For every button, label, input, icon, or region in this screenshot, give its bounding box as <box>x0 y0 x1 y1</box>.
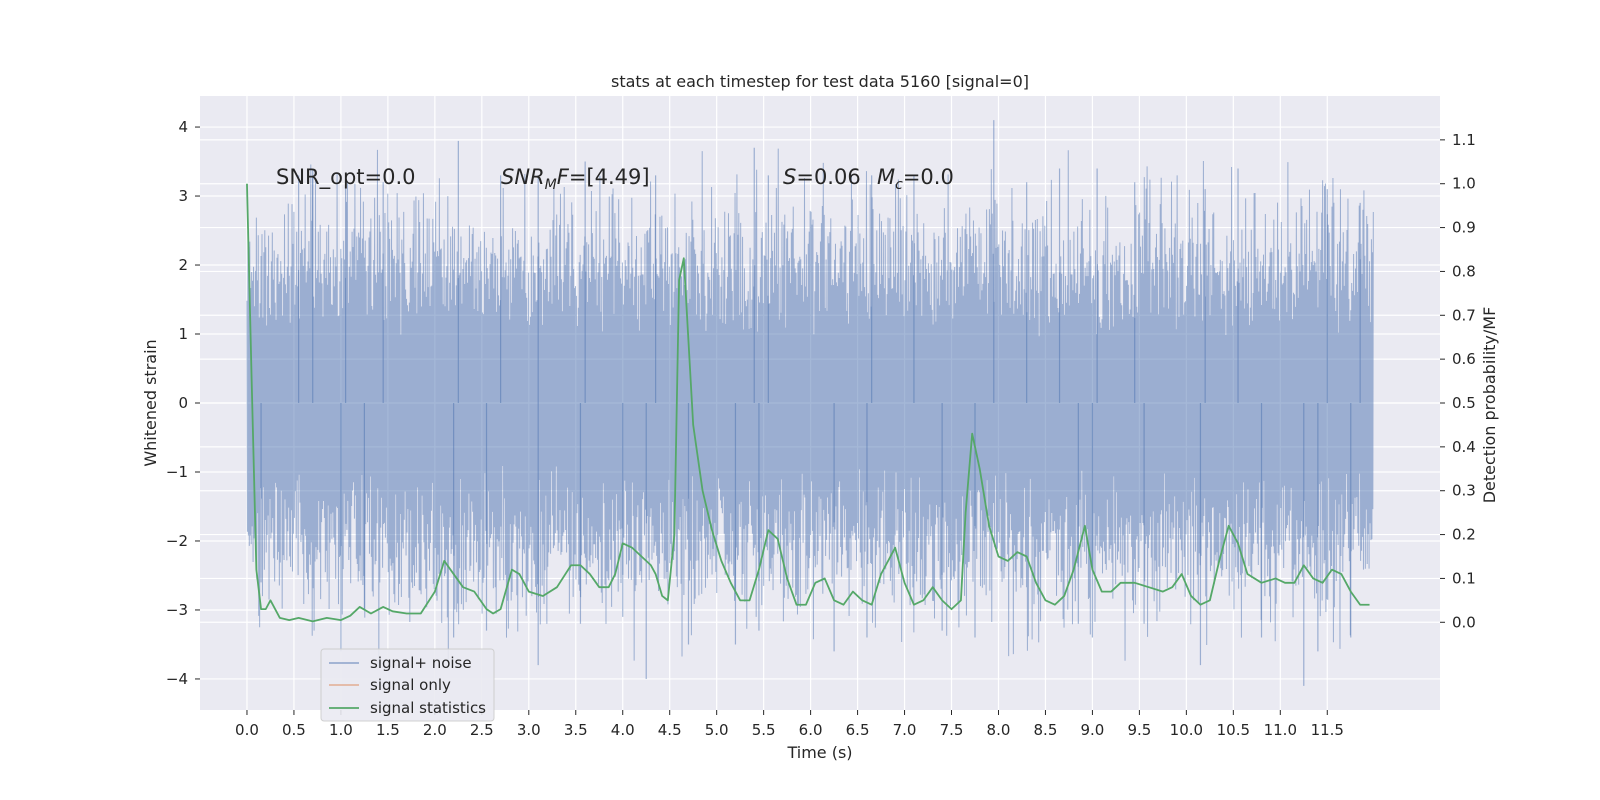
legend-label-signal-statistics: signal statistics <box>370 699 486 717</box>
x-tick-label: 8.5 <box>1034 721 1058 739</box>
x-axis-label: Time (s) <box>786 743 852 762</box>
y-tick-label: 1 <box>178 325 188 343</box>
series-signal-statistics <box>246 183 1370 623</box>
y-right-tick-label: 0.9 <box>1452 219 1476 237</box>
x-tick-label: 7.0 <box>893 721 917 739</box>
legend-box <box>320 648 495 722</box>
annotation-snr-opt: SNR_opt=0.0 <box>276 165 416 190</box>
y-right-tick-label: 0.2 <box>1452 526 1476 544</box>
x-tick-label: 11.5 <box>1311 721 1344 739</box>
y-axis-label: Whitened strain <box>141 339 160 466</box>
annotation-snr-mf: SNRMF=[4.49] <box>501 165 650 193</box>
y-right-tick-label: 0.7 <box>1452 306 1476 324</box>
x-tick-label: 6.5 <box>846 721 870 739</box>
y-tick-label: −1 <box>166 463 188 481</box>
x-tick-label: 5.0 <box>705 721 729 739</box>
x-tick-label: 4.5 <box>658 721 682 739</box>
legend: signal+ noise signal only signal statist… <box>320 648 495 722</box>
y-axis-ticks: −4 −3 −2 −1 0 1 2 3 4 <box>166 118 200 688</box>
x-tick-label: 4.0 <box>611 721 635 739</box>
snr-mf-value: =[4.49] <box>569 165 650 189</box>
x-tick-label: 0.0 <box>235 721 259 739</box>
y-right-tick-label: 0.5 <box>1452 394 1476 412</box>
x-tick-label: 6.0 <box>799 721 823 739</box>
y-right-tick-label: 0.4 <box>1452 438 1476 456</box>
legend-label-signal-only: signal only <box>370 676 451 694</box>
x-tick-label: 9.0 <box>1080 721 1104 739</box>
chart-title: stats at each timestep for test data 516… <box>611 72 1029 91</box>
x-tick-label: 3.5 <box>564 721 588 739</box>
y-tick-label: −3 <box>166 601 188 619</box>
x-axis-ticks: 0.0 0.5 1.0 1.5 2.0 2.5 3.0 3.5 4.0 4.5 5.0 5.5 6.0 6… <box>235 710 1344 739</box>
x-tick-label: 0.5 <box>282 721 306 739</box>
y-tick-label: 0 <box>178 394 188 412</box>
x-tick-label: 10.0 <box>1170 721 1203 739</box>
y-tick-label: −4 <box>166 670 188 688</box>
y-tick-label: 4 <box>178 118 188 136</box>
x-tick-label: 9.5 <box>1127 721 1151 739</box>
y-right-tick-label: 0.8 <box>1452 262 1476 280</box>
legend-label-signal-noise: signal+ noise <box>370 654 472 672</box>
x-tick-label: 5.5 <box>752 721 776 739</box>
x-tick-label: 1.0 <box>329 721 353 739</box>
annotation-s: S=0.06 <box>783 165 861 189</box>
y-right-tick-label: 0.6 <box>1452 350 1476 368</box>
x-tick-label: 11.0 <box>1264 721 1297 739</box>
y-right-axis-ticks: 0.0 0.1 0.2 0.3 0.4 0.5 0.6 0.7 0.8 0.9 1.0 1.1 <box>1440 131 1476 631</box>
x-tick-label: 3.0 <box>517 721 541 739</box>
y-right-tick-label: 0.0 <box>1452 613 1476 631</box>
annotation-mc: Mc=0.0 <box>877 165 954 193</box>
y-right-tick-label: 0.1 <box>1452 569 1476 587</box>
x-tick-label: 10.5 <box>1217 721 1250 739</box>
noise-band <box>246 148 1374 668</box>
y-tick-label: 2 <box>178 256 188 274</box>
x-tick-label: 1.5 <box>376 721 400 739</box>
x-tick-label: 2.5 <box>470 721 494 739</box>
y-tick-label: 3 <box>178 187 188 205</box>
y-right-tick-label: 0.3 <box>1452 482 1476 500</box>
y-tick-label: −2 <box>166 532 188 550</box>
x-tick-label: 7.5 <box>940 721 964 739</box>
x-tick-label: 2.0 <box>423 721 447 739</box>
y-right-tick-label: 1.1 <box>1452 131 1476 149</box>
y-right-tick-label: 1.0 <box>1452 175 1476 193</box>
y-right-axis-label: Detection probability/MF <box>1480 307 1499 504</box>
signal-statistics-line <box>246 183 1370 623</box>
series-signal-noise <box>246 120 1374 686</box>
x-tick-label: 8.0 <box>987 721 1011 739</box>
